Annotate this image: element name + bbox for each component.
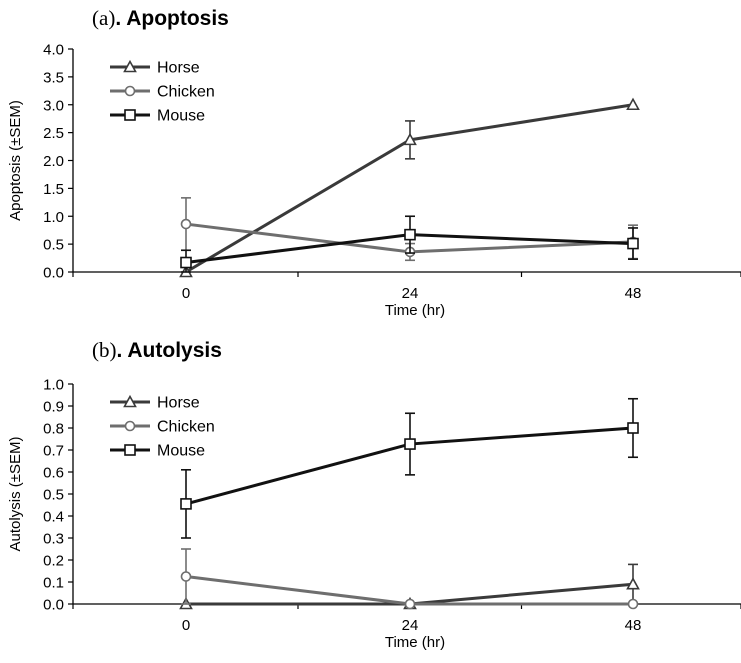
autolysis-y-tick-label: 1.0 [43,377,64,394]
autolysis-legend-mouse: Mouse [110,443,205,460]
apoptosis-y-tick-label: 3.5 [43,69,64,86]
apoptosis-legend-mouse: Mouse [110,108,205,125]
apoptosis-legend-label: Horse [157,60,200,77]
apoptosis-chicken-marker [180,218,192,230]
panel-a-letter: (a) [92,6,116,30]
autolysis-legend-marker [123,394,137,408]
autolysis-y-tick-label: 0.4 [43,509,64,526]
autolysis-series-chicken [180,548,639,610]
autolysis-mouse-marker [404,438,416,450]
apoptosis-legend-marker [124,109,136,121]
apoptosis-series-mouse [180,215,639,273]
autolysis-legend-label: Mouse [157,443,205,460]
autolysis-series-mouse [180,397,639,539]
apoptosis-y-tick-label: 0.5 [43,237,64,254]
autolysis-chicken-marker [404,598,416,610]
apoptosis-x-tick-label: 0 [182,285,190,302]
apoptosis-chart: 0.0 0.5 1.0 1.5 2.0 2.5 3.0 3.5 4.0 0 24 48 Time (hr… [7,42,741,319]
autolysis-y-tick-label: 0.7 [43,443,64,460]
apoptosis-y-tick-label: 4.0 [43,42,64,59]
apoptosis-y-tick-label: 0.0 [43,265,64,282]
apoptosis-x-axis-label: Time (hr) [385,302,445,319]
panel-b-letter: (b) [92,338,117,362]
apoptosis-legend-marker [123,59,137,73]
autolysis-legend-label: Chicken [157,419,215,436]
autolysis-y-tick-label: 0.5 [43,487,64,504]
autolysis-chart: 0.0 0.1 0.2 0.3 0.4 0.5 0.6 0.7 0.8 0.9 1.0 0 24 48 Ti… [7,377,741,651]
autolysis-y-tick-label: 0.1 [43,575,64,592]
apoptosis-y-tick-label: 1.0 [43,209,64,226]
apoptosis-y-tick-label: 2.5 [43,125,64,142]
apoptosis-mouse-marker [627,237,639,250]
panel-a-title-text: Apoptosis [126,7,229,30]
panel-b-title: (b). Autolysis [92,338,222,362]
apoptosis-y-axis-label: Apoptosis (±SEM) [7,100,24,221]
panel-b-title-text: Autolysis [127,339,222,362]
autolysis-x-tick-label: 0 [182,617,190,634]
apoptosis-y-tick-label: 3.0 [43,97,64,114]
autolysis-y-tick-label: 0.0 [43,597,64,614]
panel-a-title: (a). Apoptosis [92,6,229,30]
autolysis-x-axis-label: Time (hr) [385,634,445,651]
autolysis-y-axis-label: Autolysis (±SEM) [7,437,24,552]
apoptosis-legend-horse: Horse [110,60,200,77]
apoptosis-horse-marker [403,132,417,146]
autolysis-x-tick-label: 48 [625,617,642,634]
autolysis-y-tick-label: 0.8 [43,421,64,438]
apoptosis-legend-label: Chicken [157,84,215,101]
apoptosis-mouse-marker [404,228,416,241]
apoptosis-horse-marker [626,97,640,111]
autolysis-legend-marker [124,444,136,456]
autolysis-legend-horse: Horse [110,395,200,412]
apoptosis-legend-marker [124,85,136,97]
autolysis-y-tick-label: 0.3 [43,531,64,548]
apoptosis-mouse-marker [180,256,192,269]
autolysis-mouse-marker [627,422,639,434]
autolysis-y-tick-label: 0.9 [43,399,64,416]
apoptosis-x-tick-label: 48 [625,285,642,302]
apoptosis-legend-chicken: Chicken [110,84,215,101]
autolysis-y-tick-label: 0.6 [43,465,64,482]
apoptosis-y-tick-label: 2.0 [43,153,64,170]
autolysis-chicken-marker [627,598,639,610]
autolysis-y-tick-label: 0.2 [43,553,64,570]
autolysis-chicken-marker [180,571,192,582]
autolysis-horse-marker [626,577,640,590]
autolysis-legend-label: Horse [157,395,200,412]
autolysis-legend-chicken: Chicken [110,419,215,436]
autolysis-legend-marker [124,420,136,432]
apoptosis-y-tick-label: 1.5 [43,181,64,198]
autolysis-mouse-marker [180,498,192,510]
apoptosis-legend-label: Mouse [157,108,205,125]
apoptosis-x-tick-label: 24 [402,285,419,302]
autolysis-x-tick-label: 24 [402,617,419,634]
